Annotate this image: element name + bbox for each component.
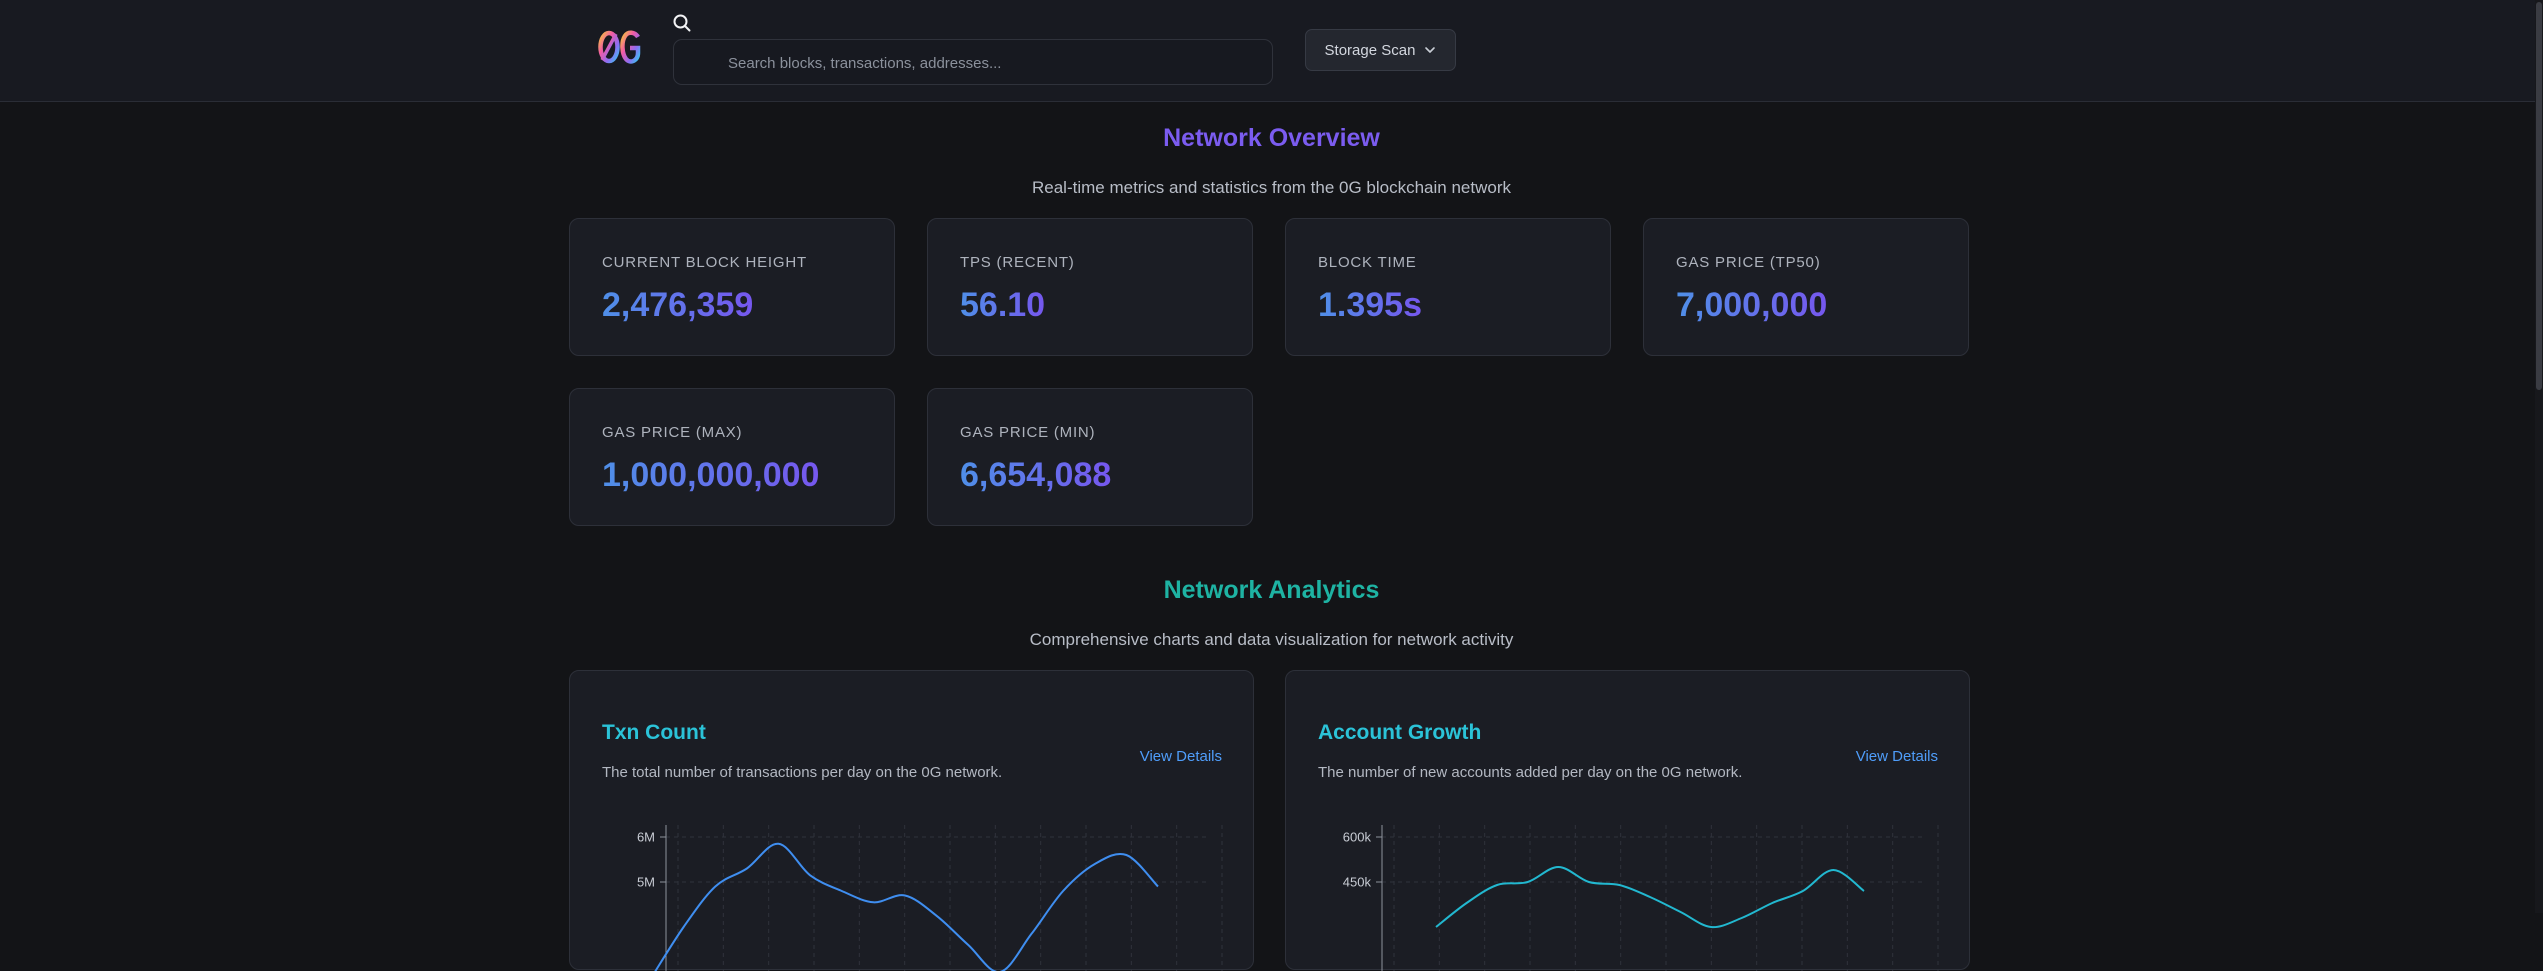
stat-value: 1,000,000,000 bbox=[602, 456, 820, 494]
stat-label: TPS (RECENT) bbox=[960, 254, 1075, 271]
stat-value: 2,476,359 bbox=[602, 286, 754, 324]
stat-card-gas-price-max: GAS PRICE (MAX) 1,000,000,000 bbox=[569, 388, 895, 526]
y-tick-label: 450k bbox=[1343, 875, 1372, 890]
stat-value: 1.395s bbox=[1318, 286, 1422, 324]
search-input[interactable] bbox=[726, 40, 1250, 86]
view-details-link[interactable]: View Details bbox=[1855, 748, 1938, 765]
stat-value: 56.10 bbox=[960, 286, 1046, 324]
chart-description: The number of new accounts added per day… bbox=[1318, 764, 1743, 781]
stat-value: 7,000,000 bbox=[1676, 286, 1828, 324]
stat-card-block-height: CURRENT BLOCK HEIGHT 2,476,359 bbox=[569, 218, 895, 356]
stat-card-gas-price-min: GAS PRICE (MIN) 6,654,088 bbox=[927, 388, 1253, 526]
network-overview-title: Network Overview bbox=[1163, 124, 1380, 152]
account-growth-chart: 600k 450k bbox=[1343, 825, 1939, 971]
network-analytics-title: Network Analytics bbox=[1163, 576, 1380, 604]
chevron-down-icon bbox=[1425, 47, 1436, 53]
network-overview-subtitle: Real-time metrics and statistics from th… bbox=[1031, 178, 1511, 197]
chart-title: Account Growth bbox=[1318, 721, 1482, 744]
stat-card-tps: TPS (RECENT) 56.10 bbox=[927, 218, 1253, 356]
y-tick-label: 5M bbox=[637, 875, 655, 890]
txn-count-card: Txn Count View Details The total number … bbox=[569, 670, 1254, 971]
stat-card-gas-price-tp50: GAS PRICE (TP50) 7,000,000 bbox=[1643, 218, 1969, 356]
stat-card-block-time: BLOCK TIME 1.395s bbox=[1285, 218, 1611, 356]
chart-description: The total number of transactions per day… bbox=[602, 764, 1003, 781]
storage-scan-label: Storage Scan bbox=[1324, 41, 1416, 59]
top-navigation-bar: Storage Scan bbox=[0, 0, 2543, 102]
search-box bbox=[673, 39, 1273, 86]
series-line bbox=[654, 842, 1159, 971]
search-icon[interactable] bbox=[672, 13, 692, 33]
y-tick-label: 6M bbox=[637, 830, 655, 845]
stat-value: 6,654,088 bbox=[960, 456, 1112, 494]
series-line bbox=[1435, 865, 1865, 929]
y-tick-label: 600k bbox=[1343, 830, 1372, 845]
chart-title: Txn Count bbox=[602, 721, 706, 744]
storage-scan-dropdown[interactable]: Storage Scan bbox=[1305, 29, 1456, 71]
stat-label: GAS PRICE (TP50) bbox=[1676, 254, 1821, 271]
stat-label: GAS PRICE (MIN) bbox=[960, 424, 1096, 441]
scrollbar-thumb[interactable] bbox=[2536, 2, 2542, 390]
stat-label: CURRENT BLOCK HEIGHT bbox=[602, 254, 807, 271]
network-analytics-subtitle: Comprehensive charts and data visualizat… bbox=[1029, 630, 1514, 649]
page-scrollbar[interactable] bbox=[2535, 0, 2543, 913]
account-growth-card: Account Growth View Details The number o… bbox=[1285, 670, 1970, 971]
stat-label: BLOCK TIME bbox=[1318, 254, 1417, 271]
og-logo[interactable] bbox=[598, 26, 644, 68]
txn-count-chart: 6M 5M bbox=[637, 825, 1223, 971]
view-details-link[interactable]: View Details bbox=[1139, 748, 1222, 765]
stat-label: GAS PRICE (MAX) bbox=[602, 424, 743, 441]
